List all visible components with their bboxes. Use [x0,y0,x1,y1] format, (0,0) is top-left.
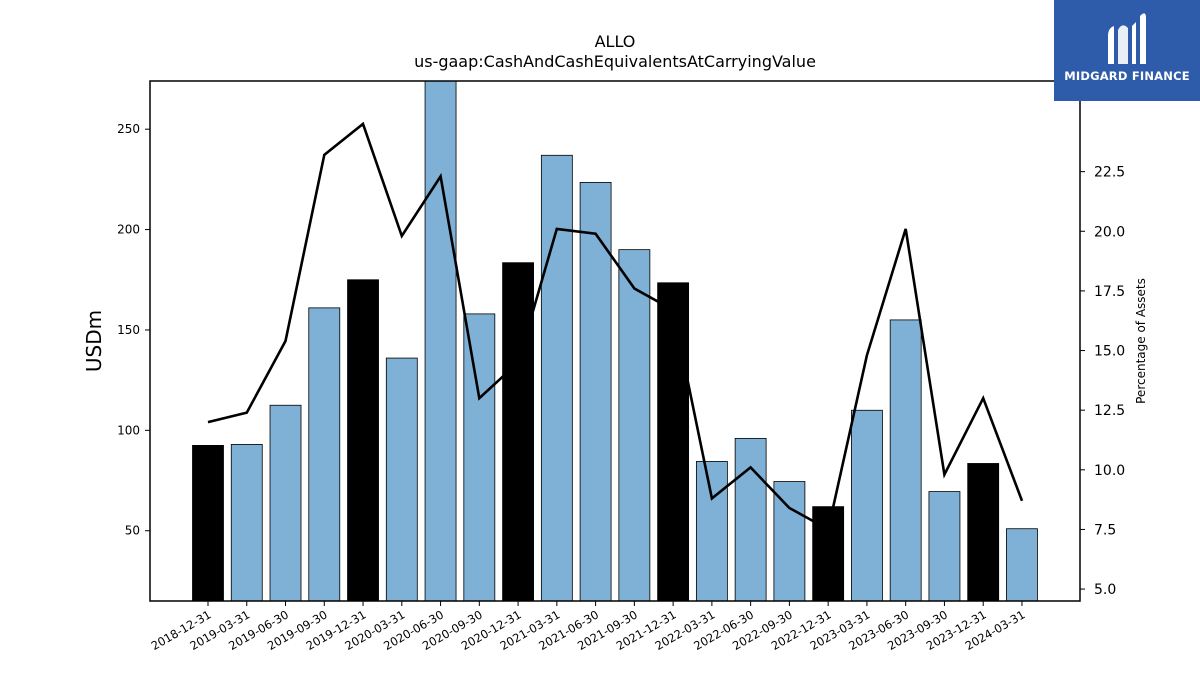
bar-2021-09-30 [618,249,651,602]
bar-2023-03-31 [851,409,883,602]
bar-2020-12-31 [502,262,534,602]
bar-2020-03-31 [385,357,418,602]
y2-tick-label: 10.0 [1094,463,1125,479]
y-tick-label: 150 [117,323,140,337]
y2-tick-label: 15.0 [1094,344,1125,360]
brand-name: MIDGARD FINANCE [1064,69,1190,83]
midgard-logo-icon [1108,13,1146,64]
brand-logo: MIDGARD FINANCE [1054,0,1200,101]
bar-2021-03-31 [540,154,573,602]
bar-2019-12-31 [347,279,379,602]
bar-2021-06-30 [579,181,612,602]
bar-2022-03-31 [695,461,728,602]
bar-2020-06-30 [424,80,457,602]
y-tick-label: 250 [117,122,140,136]
bar-2023-12-31 [967,463,1000,602]
bar-2022-09-30 [773,481,806,602]
bar-2019-03-31 [230,443,263,602]
y-axis-label: USDm [82,310,106,372]
bar-2024-03-31 [1006,528,1038,602]
series-line-percentage-of-assets [207,121,1024,532]
bar-2023-06-30 [889,319,922,602]
bar-2018-12-31 [192,445,224,602]
y2-axis-label: Percentage of Assets [1134,278,1148,404]
y2-tick-label: 20.0 [1094,224,1125,240]
bar-2019-06-30 [269,404,302,602]
bar-2022-12-31 [812,506,845,602]
bar-2023-09-30 [928,491,961,602]
bar-2022-06-30 [734,437,767,602]
y2-tick-label: 7.5 [1094,522,1116,538]
bar-2021-12-31 [657,282,690,602]
y2-tick-label: 12.5 [1094,403,1125,419]
bar-2019-09-30 [308,307,341,602]
chart-title: ALLO [594,32,636,51]
y2-tick-label: 5.0 [1094,582,1116,598]
y-tick-label: 50 [125,524,140,538]
chart-subtitle: us-gaap:CashAndCashEquivalentsAtCarrying… [414,52,816,71]
bar-2020-09-30 [463,313,496,602]
y2-tick-label: 22.5 [1094,165,1125,181]
y-tick-label: 100 [117,423,140,437]
y2-tick-label: 17.5 [1094,284,1125,300]
plot-frame [149,80,1081,602]
y-tick-label: 200 [117,223,140,237]
